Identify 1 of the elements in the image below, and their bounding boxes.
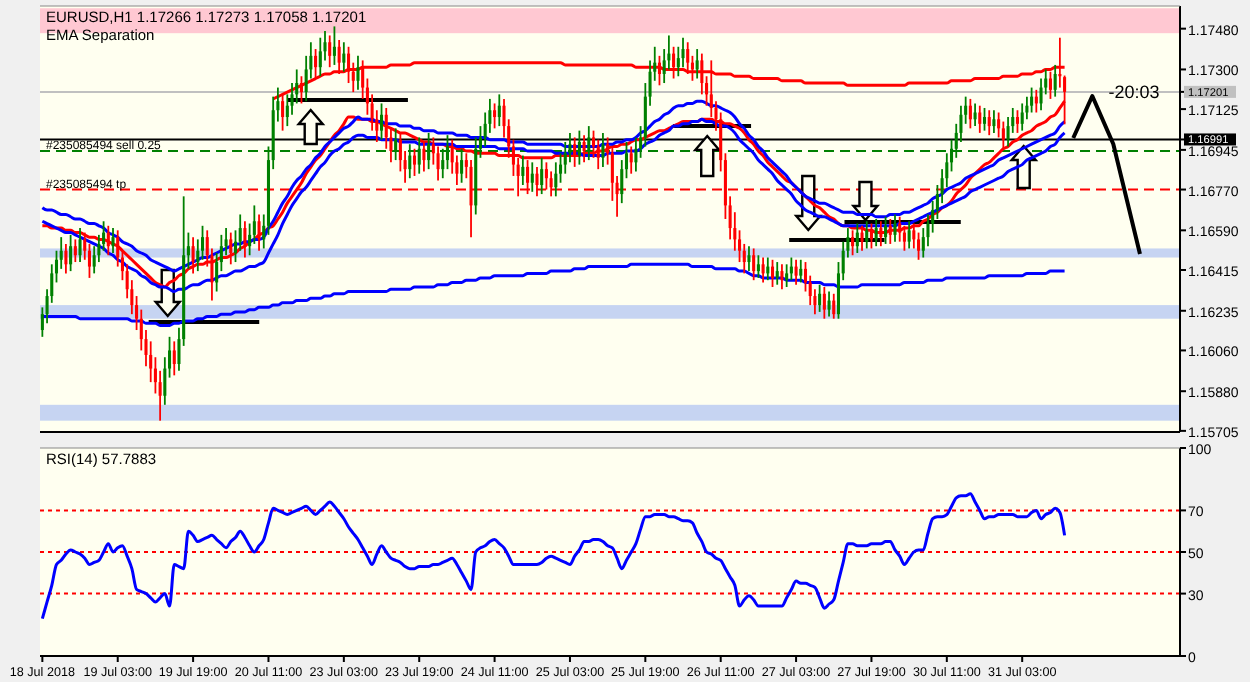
annotation: -20:03 bbox=[1108, 82, 1160, 103]
